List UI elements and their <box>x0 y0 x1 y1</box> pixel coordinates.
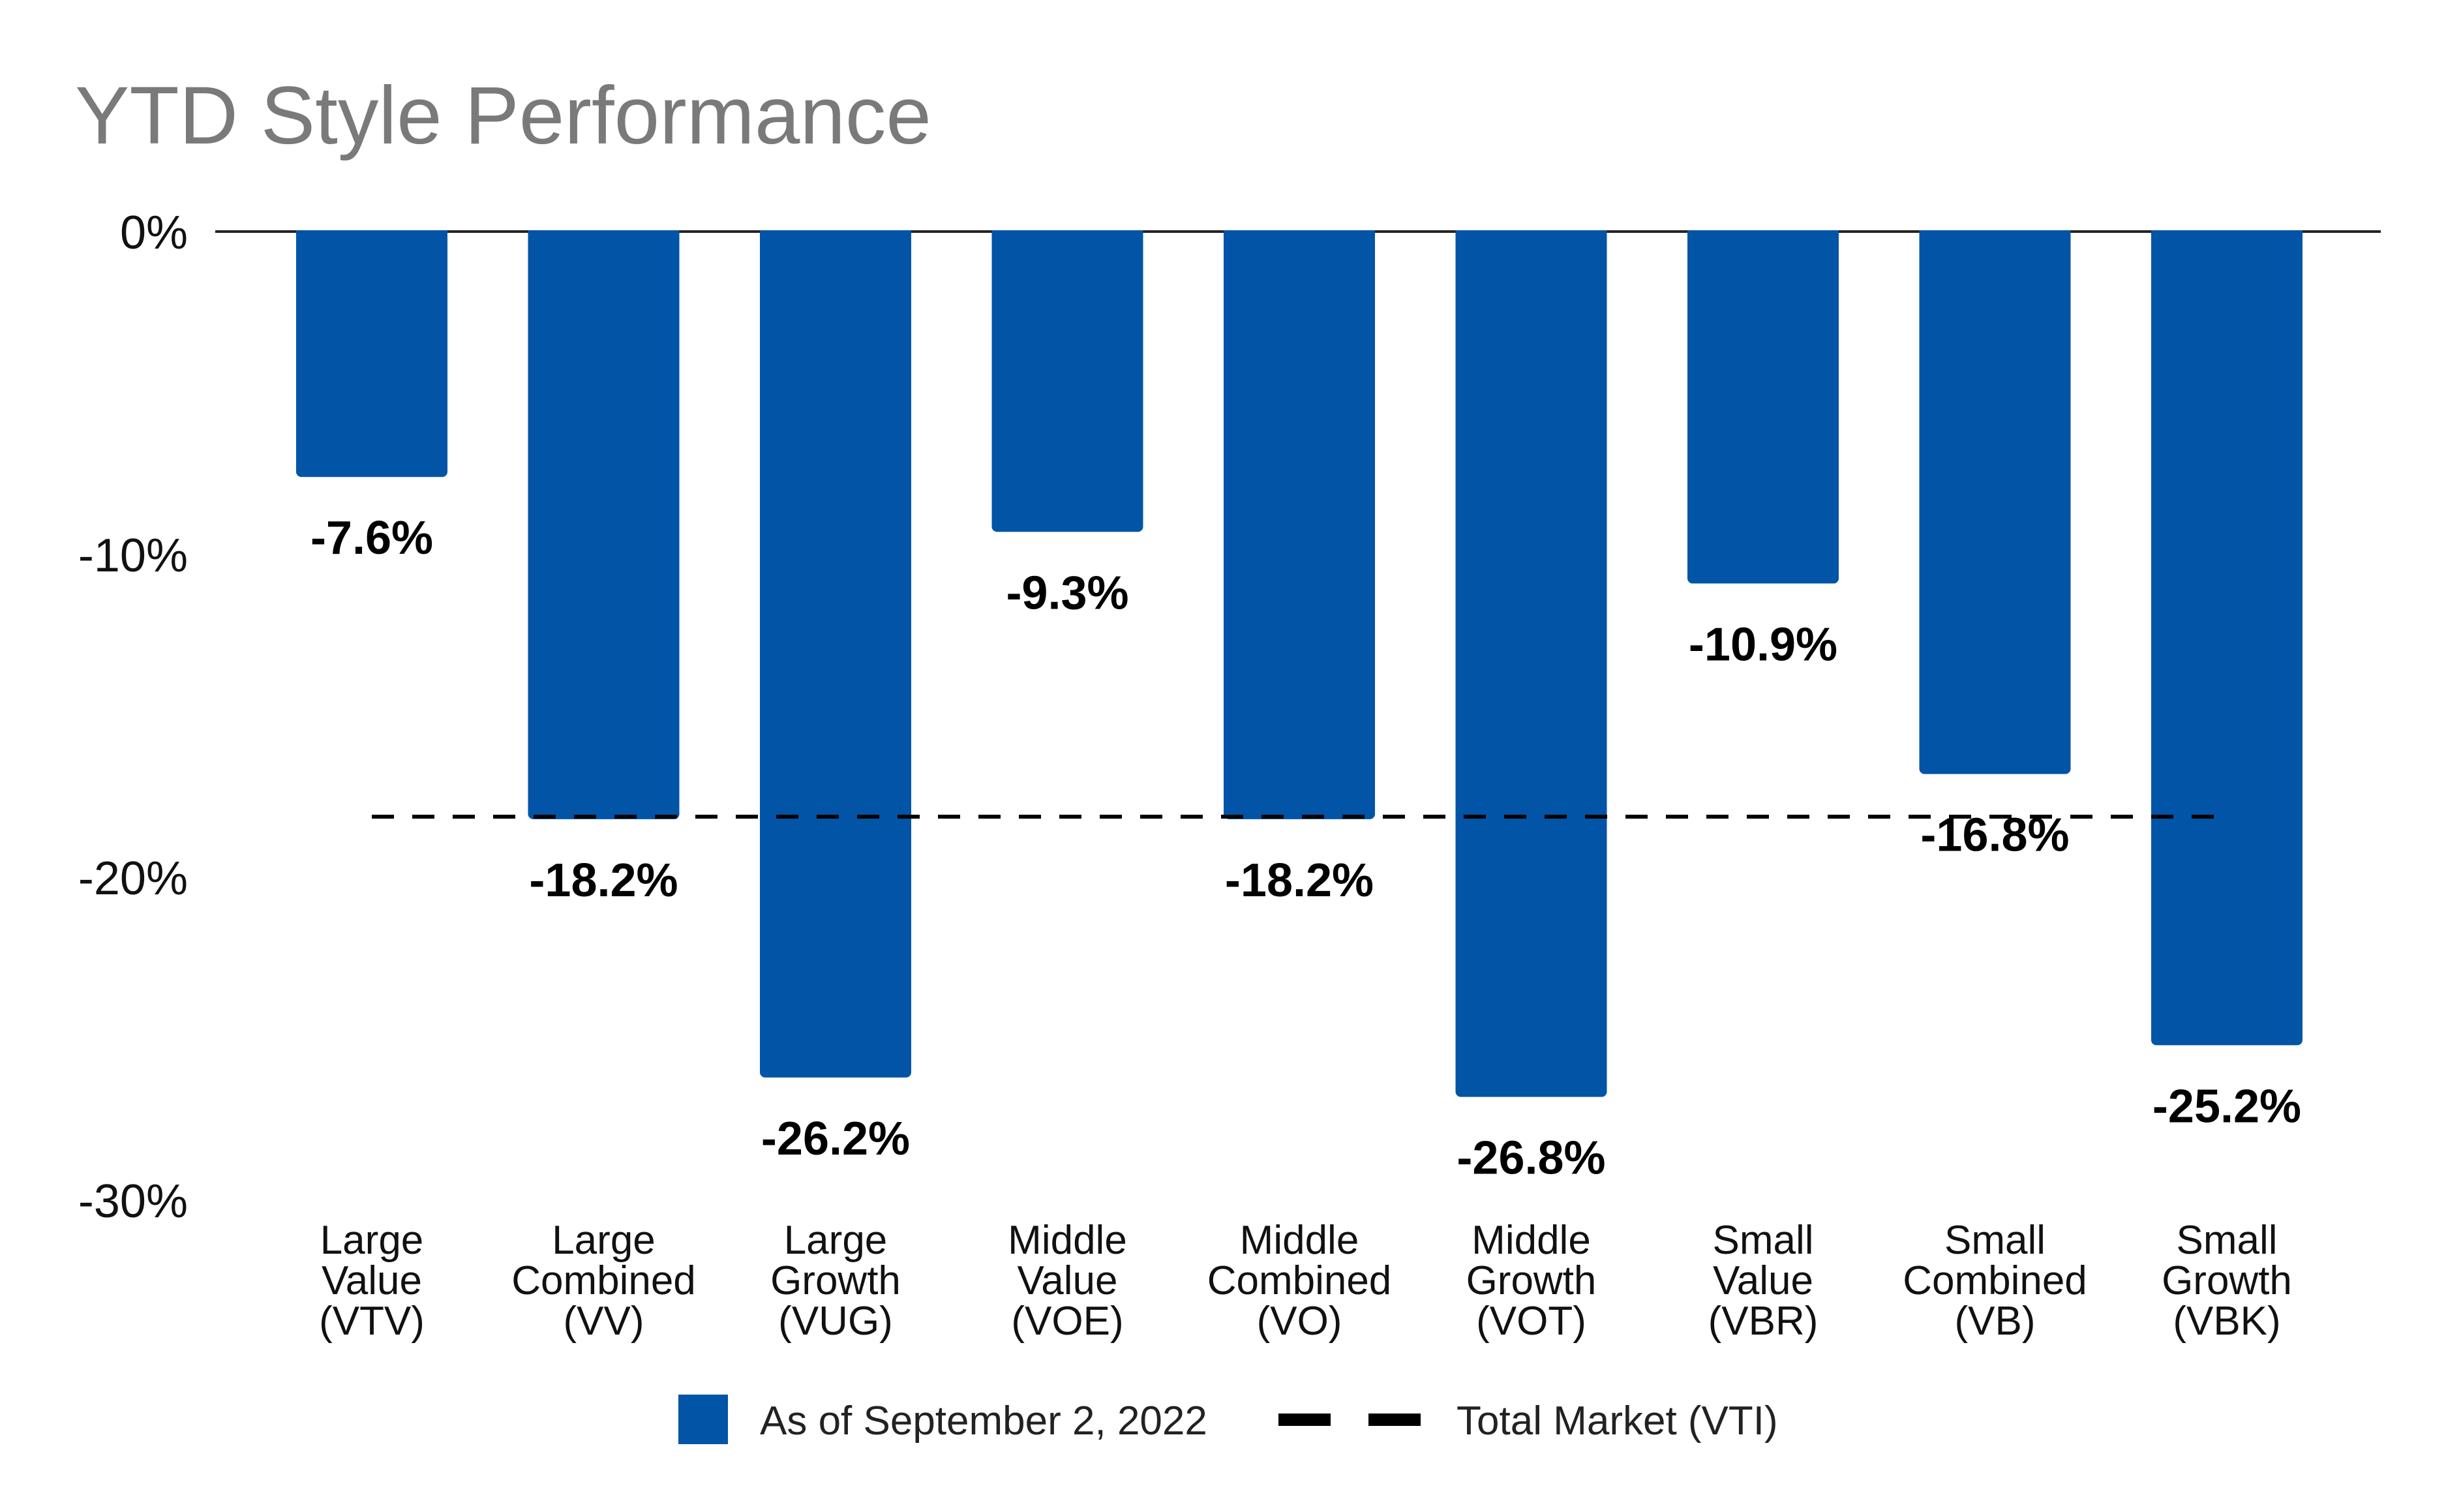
x-tick-label: (VB) <box>1955 1299 2036 1344</box>
bar <box>1224 230 1375 819</box>
legend-swatch-bar <box>678 1395 728 1444</box>
x-tick-label: Growth <box>2162 1258 2292 1303</box>
data-label: -9.3% <box>1006 567 1128 619</box>
y-tick-label: -20% <box>78 853 188 905</box>
x-tick-label: Combined <box>1207 1258 1392 1303</box>
x-tick-label: (VOE) <box>1011 1299 1123 1344</box>
data-label: -10.9% <box>1689 619 1837 671</box>
y-tick-label: -10% <box>78 530 188 582</box>
x-tick-label: Middle <box>1240 1218 1359 1263</box>
bar <box>760 230 911 1078</box>
bar-top-fill <box>528 230 680 243</box>
bar-top-fill <box>991 230 1143 243</box>
x-tick-label: (VO) <box>1257 1299 1342 1344</box>
x-tick-label: Growth <box>770 1258 901 1303</box>
bar <box>991 230 1143 532</box>
bar-top-fill <box>1224 230 1375 243</box>
bar <box>1455 230 1607 1097</box>
legend-label-total-market: Total Market (VTI) <box>1457 1399 1778 1444</box>
x-tick-label: Combined <box>1903 1258 2087 1303</box>
x-axis: LargeValue(VTV)LargeCombined(VV)LargeGro… <box>319 1218 2292 1344</box>
bar <box>296 230 447 477</box>
x-tick-label: Large <box>552 1218 656 1263</box>
bar-top-fill <box>2151 230 2303 243</box>
value-labels-group: -7.6% -18.2% -26.2% -9.3% -18.2% -26.8% -10.9%… <box>310 512 2301 1184</box>
bar <box>528 230 680 819</box>
x-tick-label: (VBK) <box>2173 1299 2280 1344</box>
data-label: -26.8% <box>1457 1132 1605 1185</box>
x-tick-label: Value <box>1713 1258 1813 1303</box>
data-label: -18.2% <box>1225 854 1374 907</box>
x-tick-label: Middle <box>1472 1218 1591 1263</box>
x-tick-label: (VTV) <box>319 1299 425 1344</box>
y-tick-label: -30% <box>78 1175 188 1228</box>
legend-dash-segment-2 <box>1368 1414 1421 1426</box>
x-tick-label: (VBR) <box>1708 1299 1819 1344</box>
x-tick-label: Value <box>322 1258 422 1303</box>
x-tick-label: Small <box>2176 1218 2277 1263</box>
bar <box>1919 230 2071 774</box>
x-tick-label: (VUG) <box>778 1299 893 1344</box>
bar <box>2151 230 2303 1046</box>
legend: As of September 2, 2022 Total Market (VT… <box>678 1395 1778 1444</box>
bars-group <box>296 230 2303 1097</box>
bar-top-fill <box>1687 230 1839 243</box>
y-axis: 0% -10% -20% -30% <box>78 207 188 1228</box>
x-tick-label: Growth <box>1466 1258 1597 1303</box>
x-tick-label: Small <box>1944 1218 2046 1263</box>
bar-top-fill <box>1919 230 2071 243</box>
chart-title: YTD Style Performance <box>75 70 931 161</box>
data-label: -26.2% <box>761 1113 910 1165</box>
x-tick-label: Small <box>1712 1218 1813 1263</box>
bar-top-fill <box>296 230 447 243</box>
data-label: -25.2% <box>2152 1080 2301 1132</box>
legend-label-series: As of September 2, 2022 <box>760 1399 1207 1444</box>
legend-dash-segment-1 <box>1278 1414 1331 1426</box>
bar <box>1687 230 1839 584</box>
x-tick-label: Middle <box>1008 1218 1127 1263</box>
bar-top-fill <box>760 230 911 243</box>
x-tick-label: Value <box>1018 1258 1118 1303</box>
x-tick-label: (VV) <box>564 1299 644 1344</box>
x-tick-label: Large <box>320 1218 424 1263</box>
x-tick-label: Large <box>784 1218 888 1263</box>
y-tick-label: 0% <box>120 207 188 259</box>
data-label: -18.2% <box>529 854 678 907</box>
data-label: -7.6% <box>310 512 433 564</box>
x-tick-label: (VOT) <box>1476 1299 1586 1344</box>
bar-top-fill <box>1455 230 1607 243</box>
x-tick-label: Combined <box>511 1258 696 1303</box>
